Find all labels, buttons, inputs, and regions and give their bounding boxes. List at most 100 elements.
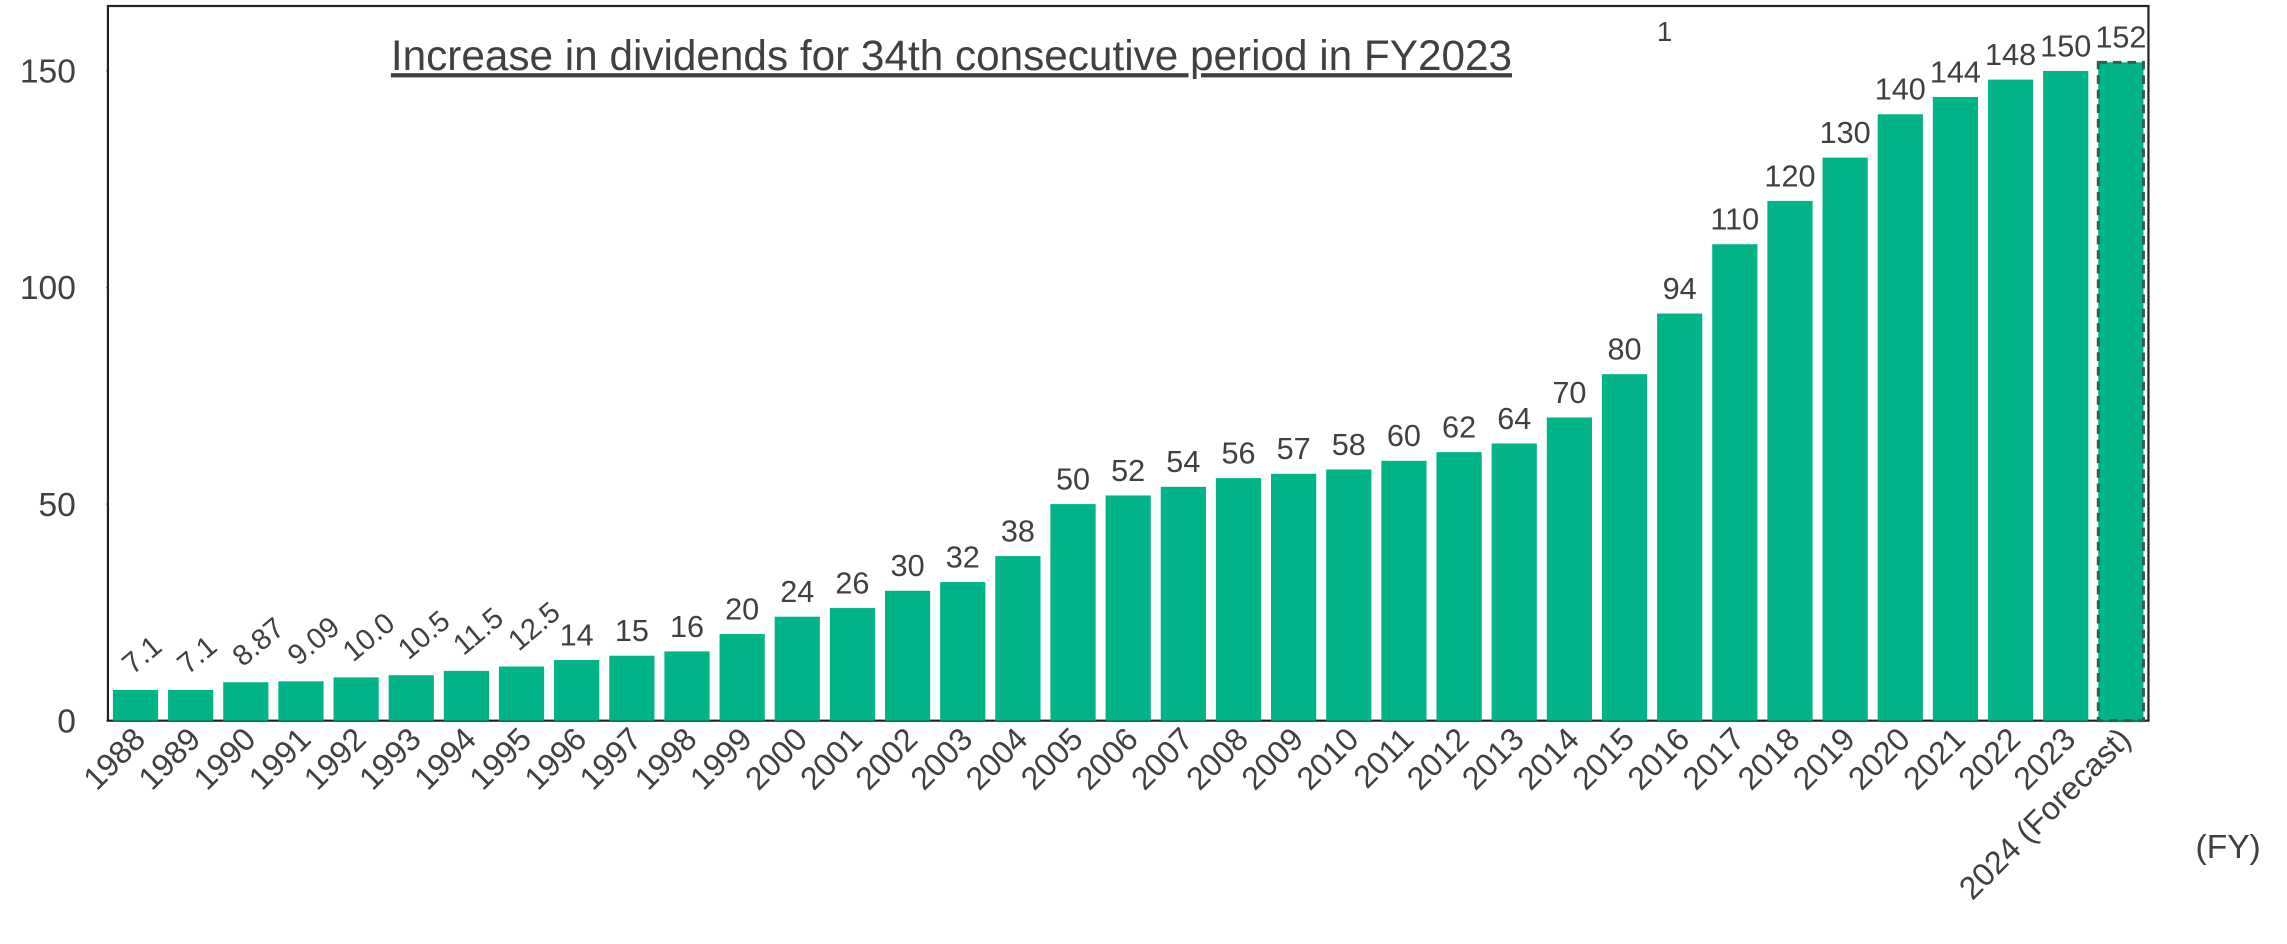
x-tick-label: 2011 <box>1346 721 1420 795</box>
bar <box>554 660 600 721</box>
value-label: 16 <box>670 610 704 644</box>
value-label: 58 <box>1332 428 1366 462</box>
y-tick-label: 50 <box>39 487 76 524</box>
value-label: 54 <box>1166 445 1200 479</box>
bar <box>1050 504 1096 721</box>
x-tick-label: 1996 <box>517 721 593 797</box>
value-label: 8.87 <box>227 612 291 673</box>
x-tick-label: 2014 <box>1510 721 1586 797</box>
x-tick-label: 2005 <box>1014 721 1090 797</box>
bar <box>1491 443 1537 721</box>
bar <box>388 675 434 721</box>
bar <box>1436 452 1482 721</box>
bar <box>1767 200 1813 721</box>
x-tick-label: 2020 <box>1841 721 1917 797</box>
value-label: 94 <box>1663 272 1697 306</box>
bar <box>1105 495 1151 721</box>
x-tick-label: 1993 <box>352 721 428 797</box>
x-tick-label: 2009 <box>1234 721 1310 797</box>
value-label: 11.5 <box>447 602 509 662</box>
x-tick-label: 1991 <box>242 721 318 797</box>
bar <box>1932 96 1979 721</box>
x-tick-label: 1988 <box>76 721 152 797</box>
bar <box>940 582 986 721</box>
chart-title: Increase in dividends for 34th consecuti… <box>391 32 1512 79</box>
bar <box>1546 417 1592 721</box>
value-label: 9.09 <box>282 611 346 672</box>
x-tick-label: 1990 <box>186 721 262 797</box>
x-tick-label: 2015 <box>1565 721 1641 797</box>
bar <box>443 670 490 721</box>
value-label: 148 <box>1985 38 2036 72</box>
value-label: 80 <box>1607 333 1641 367</box>
bar <box>1822 157 1868 721</box>
x-tick-label: 2002 <box>848 721 924 797</box>
bar <box>829 608 876 721</box>
bar <box>995 556 1041 721</box>
value-label: 62 <box>1442 411 1476 445</box>
bar <box>1381 460 1427 721</box>
x-tick-label: 1989 <box>131 721 207 797</box>
value-label: 64 <box>1497 402 1531 436</box>
value-label: 10.5 <box>392 605 456 666</box>
bar <box>112 689 159 721</box>
bar <box>1215 478 1262 721</box>
value-label: 20 <box>725 592 759 626</box>
x-tick-label: 1995 <box>462 721 538 797</box>
x-tick-label: 2016 <box>1620 721 1696 797</box>
bar <box>1160 486 1206 721</box>
x-tick-label: 1992 <box>297 721 373 797</box>
value-label: 56 <box>1221 437 1255 471</box>
x-tick-label: 2010 <box>1289 721 1365 797</box>
value-label: 150 <box>2040 29 2091 63</box>
value-label: 50 <box>1056 463 1090 497</box>
value-label: 24 <box>780 575 814 609</box>
bar <box>2043 70 2089 721</box>
x-tick-label: 2006 <box>1069 721 1145 797</box>
bar <box>774 616 820 721</box>
x-tick-label: 2003 <box>903 721 979 797</box>
x-tick-label: 2017 <box>1676 721 1752 797</box>
bar <box>1271 473 1317 721</box>
value-label: 60 <box>1387 419 1421 453</box>
y-tick-label: 0 <box>57 703 76 740</box>
x-tick-label: 1997 <box>573 721 649 797</box>
x-tick-label: 1998 <box>628 721 704 797</box>
x-tick-label: 2012 <box>1400 721 1476 797</box>
bar <box>278 681 324 721</box>
bar <box>168 689 214 721</box>
value-label: 120 <box>1764 159 1815 193</box>
value-label: 70 <box>1552 376 1586 410</box>
value-label: 130 <box>1820 116 1871 150</box>
value-label: 32 <box>946 540 980 574</box>
x-tick-label: 2019 <box>1786 721 1862 797</box>
x-tick-label: 2022 <box>1951 721 2027 797</box>
value-label: 14 <box>560 618 594 652</box>
bar <box>223 682 269 721</box>
bar <box>498 666 545 721</box>
y-tick-label: 150 <box>20 54 76 91</box>
value-label: 7.1 <box>172 630 224 681</box>
x-tick-label: 2018 <box>1731 721 1807 797</box>
bar <box>1712 244 1758 721</box>
value-label: 110 <box>1710 203 1759 237</box>
value-label: 57 <box>1277 432 1311 466</box>
x-tick-label: 1994 <box>407 721 483 797</box>
y-tick-label: 100 <box>20 270 76 307</box>
bar <box>1877 114 1923 721</box>
value-label: 52 <box>1111 454 1145 488</box>
bar <box>609 655 655 721</box>
x-tick-label: 2021 <box>1896 721 1972 797</box>
bar <box>1326 469 1372 721</box>
x-tick-label: 2000 <box>738 721 814 797</box>
value-label: 140 <box>1875 73 1926 107</box>
bar <box>1657 313 1703 721</box>
x-tick-label: 2013 <box>1455 721 1531 797</box>
bar <box>1601 374 1648 721</box>
bar <box>333 677 379 721</box>
bar <box>1987 79 2034 721</box>
bar <box>2096 60 2145 723</box>
value-label: 10.0 <box>337 607 401 668</box>
x-tick-label: 2004 <box>959 721 1035 797</box>
